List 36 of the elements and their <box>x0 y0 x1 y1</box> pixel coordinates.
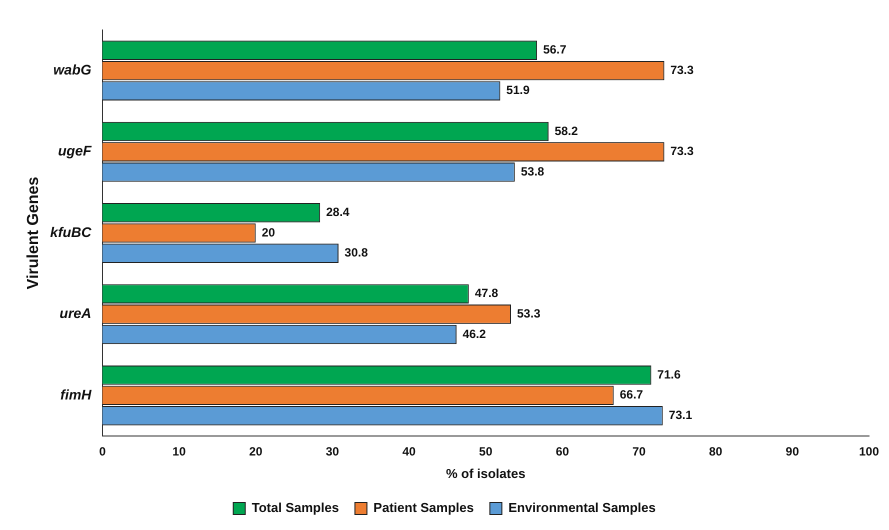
x-axis-title: % of isolates <box>446 466 526 481</box>
data-label: 71.6 <box>657 367 681 382</box>
data-label: 73.3 <box>670 62 694 77</box>
x-tick-label: 80 <box>709 444 723 459</box>
data-label: 73.1 <box>668 408 692 422</box>
x-tick-label: 10 <box>172 444 186 459</box>
y-axis-title: Virulent Genes <box>25 176 42 290</box>
data-label: 47.8 <box>474 286 499 300</box>
x-tick-label: 30 <box>326 444 340 459</box>
x-tick-label: 50 <box>479 444 493 459</box>
data-label: 53.8 <box>520 164 545 178</box>
x-tick-label: 90 <box>786 444 800 459</box>
data-label: 28.4 <box>326 205 350 220</box>
data-label: 20 <box>262 225 276 240</box>
data-label: 56.7 <box>543 42 567 57</box>
y-tick-label: ugeF <box>58 142 92 159</box>
x-tick-label: 70 <box>632 444 646 459</box>
legend-label: Patient Samples <box>373 500 474 516</box>
data-label: 30.8 <box>344 246 368 260</box>
x-tick-label: 20 <box>249 444 263 459</box>
x-tick-label: 100 <box>858 444 880 459</box>
y-tick-label: kfuBC <box>50 224 92 240</box>
data-label: 46.2 <box>462 326 486 341</box>
y-tick-label: fimH <box>60 386 92 402</box>
legend-label: Environmental Samples <box>508 500 656 516</box>
data-label: 51.9 <box>506 83 530 98</box>
y-tick-label: ureA <box>60 305 92 322</box>
data-label: 73.3 <box>670 144 694 158</box>
legend-label: Total Samples <box>252 500 339 516</box>
x-tick-label: 0 <box>99 444 106 459</box>
x-tick-label: 40 <box>402 444 416 459</box>
y-tick-label: wabG <box>53 61 92 78</box>
x-tick-label: 60 <box>556 444 570 459</box>
data-label: 58.2 <box>554 124 578 138</box>
data-label: 66.7 <box>620 388 644 402</box>
data-label: 53.3 <box>517 306 541 321</box>
